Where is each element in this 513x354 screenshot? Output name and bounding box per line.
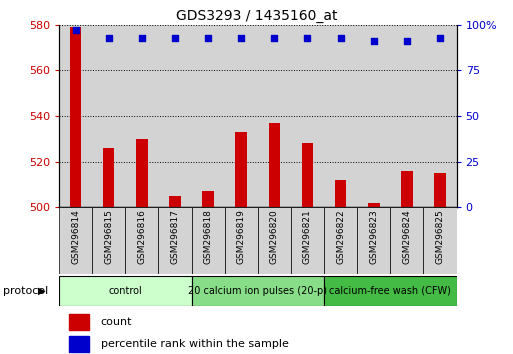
Bar — [191, 25, 225, 207]
Bar — [92, 207, 125, 274]
Bar — [125, 207, 159, 274]
Bar — [136, 139, 148, 207]
Text: GSM296815: GSM296815 — [104, 209, 113, 264]
Bar — [423, 25, 457, 207]
Bar — [235, 132, 247, 207]
Point — [204, 35, 212, 40]
Text: GSM296818: GSM296818 — [204, 209, 212, 264]
Bar — [368, 202, 380, 207]
Bar — [191, 207, 225, 274]
Bar — [59, 276, 191, 306]
Bar — [324, 276, 457, 306]
Bar — [159, 207, 191, 274]
Bar — [59, 207, 92, 274]
Bar — [92, 25, 125, 207]
Bar — [225, 207, 258, 274]
Bar — [390, 25, 423, 207]
Bar — [434, 173, 446, 207]
Text: GSM296817: GSM296817 — [170, 209, 180, 264]
Text: GSM296823: GSM296823 — [369, 209, 378, 264]
Text: percentile rank within the sample: percentile rank within the sample — [101, 339, 288, 349]
Bar — [103, 148, 114, 207]
Point — [370, 38, 378, 44]
Bar — [191, 276, 324, 306]
Point — [403, 38, 411, 44]
Text: GSM296822: GSM296822 — [336, 209, 345, 264]
Bar — [335, 180, 346, 207]
Text: GDS3293 / 1435160_at: GDS3293 / 1435160_at — [176, 9, 337, 23]
Bar — [291, 25, 324, 207]
Bar — [357, 25, 390, 207]
Text: control: control — [108, 286, 142, 296]
Bar — [70, 27, 82, 207]
Point — [337, 35, 345, 40]
Text: GSM296821: GSM296821 — [303, 209, 312, 264]
Text: GSM296816: GSM296816 — [137, 209, 146, 264]
Point — [71, 27, 80, 33]
Point — [270, 35, 279, 40]
Text: count: count — [101, 317, 132, 327]
Bar — [357, 207, 390, 274]
Text: ▶: ▶ — [38, 286, 46, 296]
Bar — [324, 25, 357, 207]
Bar — [159, 25, 191, 207]
Bar — [69, 314, 89, 330]
Bar — [401, 171, 412, 207]
Point — [303, 35, 311, 40]
Bar — [202, 191, 214, 207]
Text: protocol: protocol — [3, 286, 48, 296]
Point — [105, 35, 113, 40]
Bar — [302, 143, 313, 207]
Bar — [125, 25, 159, 207]
Text: calcium-free wash (CFW): calcium-free wash (CFW) — [329, 286, 451, 296]
Text: GSM296825: GSM296825 — [436, 209, 444, 264]
Bar — [268, 123, 280, 207]
Text: GSM296814: GSM296814 — [71, 209, 80, 264]
Text: GSM296824: GSM296824 — [402, 209, 411, 264]
Point — [436, 35, 444, 40]
Text: GSM296820: GSM296820 — [270, 209, 279, 264]
Bar — [324, 207, 357, 274]
Point — [137, 35, 146, 40]
Bar — [69, 336, 89, 352]
Bar — [423, 207, 457, 274]
Text: 20 calcium ion pulses (20-p): 20 calcium ion pulses (20-p) — [188, 286, 327, 296]
Bar — [225, 25, 258, 207]
Bar — [169, 196, 181, 207]
Bar — [258, 207, 291, 274]
Text: GSM296819: GSM296819 — [236, 209, 246, 264]
Bar — [390, 207, 423, 274]
Bar — [258, 25, 291, 207]
Bar — [59, 25, 92, 207]
Bar — [291, 207, 324, 274]
Point — [171, 35, 179, 40]
Point — [237, 35, 245, 40]
